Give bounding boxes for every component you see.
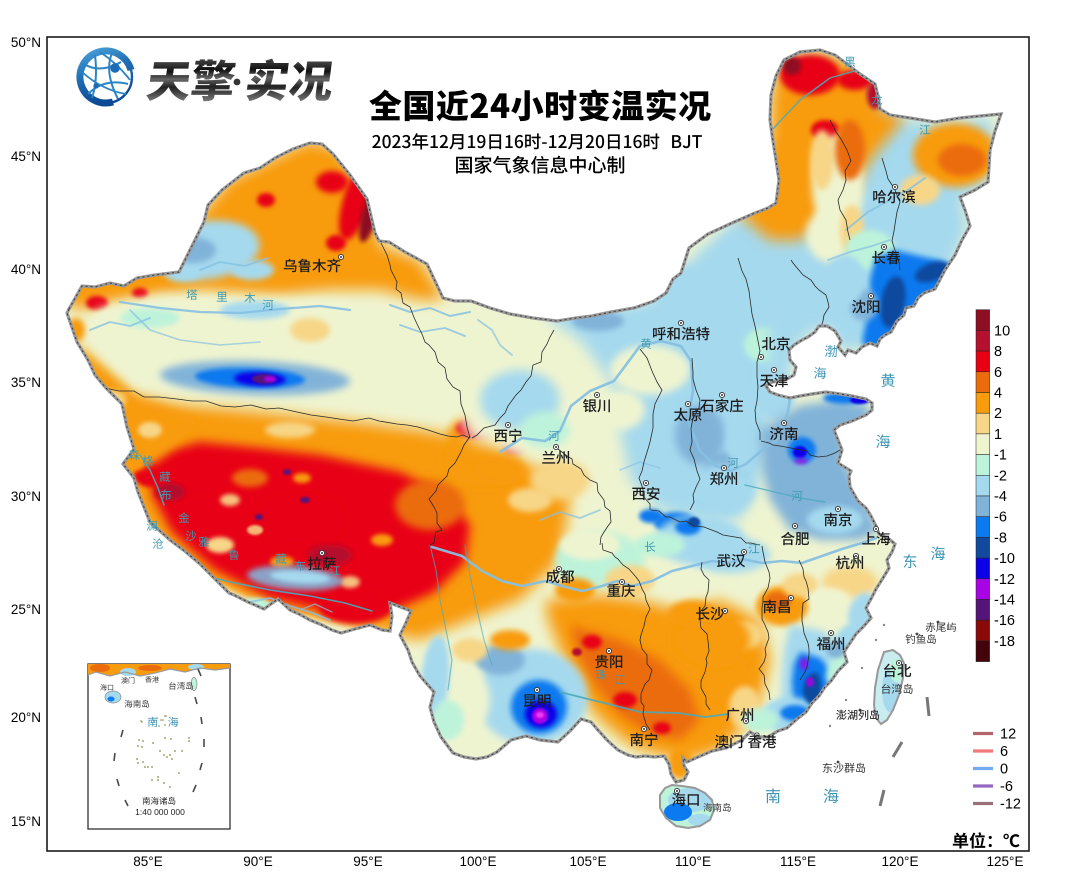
svg-text:6: 6 bbox=[994, 365, 1002, 381]
svg-text:45°N: 45°N bbox=[11, 149, 41, 164]
svg-text:35°N: 35°N bbox=[11, 375, 41, 390]
svg-text:-6: -6 bbox=[994, 510, 1007, 526]
svg-text:-16: -16 bbox=[994, 613, 1015, 629]
svg-text:25°N: 25°N bbox=[11, 602, 41, 617]
svg-text:-8: -8 bbox=[994, 530, 1007, 546]
svg-text:-6: -6 bbox=[1000, 779, 1013, 795]
svg-text:-18: -18 bbox=[994, 634, 1015, 650]
svg-text:0: 0 bbox=[1000, 762, 1008, 778]
svg-text:1:40 000 000: 1:40 000 000 bbox=[135, 807, 185, 817]
svg-text:30°N: 30°N bbox=[11, 489, 41, 504]
svg-text:85°E: 85°E bbox=[133, 854, 162, 869]
svg-text:105°E: 105°E bbox=[570, 854, 607, 869]
svg-text:-12: -12 bbox=[1000, 797, 1021, 813]
svg-text:40°N: 40°N bbox=[11, 262, 41, 277]
svg-text:95°E: 95°E bbox=[353, 854, 382, 869]
svg-text:-1: -1 bbox=[994, 448, 1007, 464]
svg-text:90°E: 90°E bbox=[243, 854, 272, 869]
svg-text:110°E: 110°E bbox=[675, 854, 711, 869]
svg-text:-12: -12 bbox=[994, 572, 1015, 588]
svg-text:-4: -4 bbox=[994, 489, 1007, 505]
svg-text:-10: -10 bbox=[994, 551, 1015, 567]
svg-text:115°E: 115°E bbox=[780, 854, 816, 869]
svg-text:125°E: 125°E bbox=[987, 854, 1024, 869]
svg-text:6: 6 bbox=[1000, 744, 1008, 760]
svg-text:4: 4 bbox=[994, 386, 1002, 402]
svg-text:20°N: 20°N bbox=[11, 710, 41, 725]
svg-text:15°N: 15°N bbox=[11, 814, 41, 829]
svg-text:10: 10 bbox=[994, 323, 1010, 339]
svg-text:50°N: 50°N bbox=[11, 35, 41, 50]
svg-text:12: 12 bbox=[1000, 727, 1016, 743]
svg-text:2: 2 bbox=[994, 406, 1002, 422]
svg-text:100°E: 100°E bbox=[460, 854, 497, 869]
svg-text:8: 8 bbox=[994, 344, 1002, 360]
svg-text:1: 1 bbox=[994, 427, 1002, 443]
svg-text:120°E: 120°E bbox=[882, 854, 919, 869]
svg-text:-2: -2 bbox=[994, 468, 1007, 484]
svg-text:-14: -14 bbox=[994, 593, 1015, 609]
